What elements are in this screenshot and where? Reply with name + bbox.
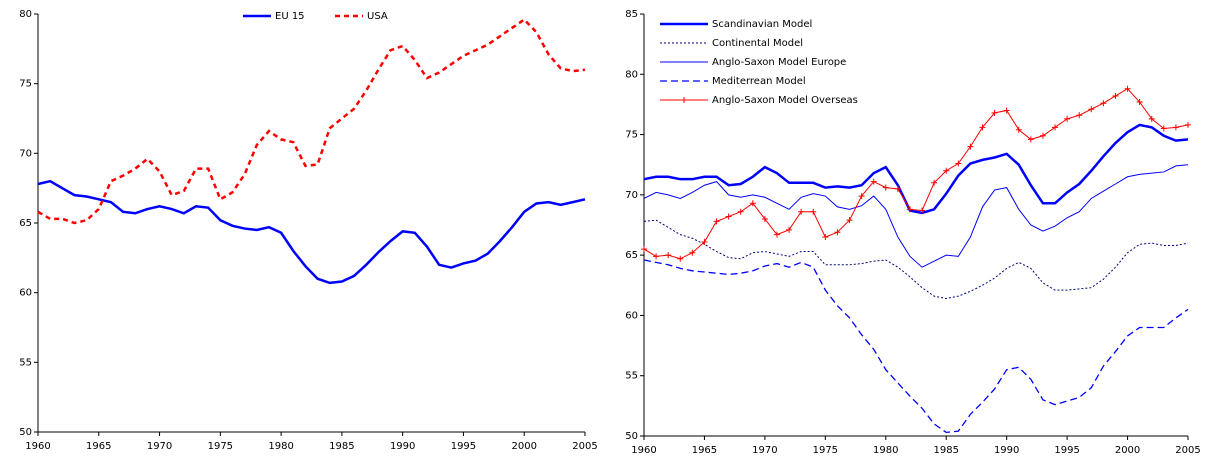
legend-label: USA (367, 11, 388, 22)
x-tick-label: 2000 (511, 441, 536, 452)
y-tick-label: 50 (19, 427, 32, 438)
y-tick-label: 80 (19, 9, 32, 20)
series-line (643, 88, 1189, 260)
point-marker (955, 160, 962, 167)
point-marker (991, 109, 998, 116)
x-tick-label: 2000 (1115, 445, 1140, 456)
x-tick-label: 1970 (752, 445, 777, 456)
point-marker (1136, 99, 1143, 106)
legend-marker (681, 97, 687, 103)
legend-label: Anglo-Saxon Model Europe (712, 57, 846, 68)
y-tick-label: 50 (625, 431, 638, 442)
point-marker (1160, 125, 1167, 132)
series-line (643, 164, 1189, 268)
point-marker (882, 184, 889, 191)
y-tick-label: 55 (19, 357, 32, 368)
point-marker (1172, 124, 1179, 131)
y-tick-label: 60 (625, 310, 638, 321)
legend-label: Continental Model (712, 38, 803, 49)
y-tick-label: 65 (625, 250, 638, 261)
point-marker (798, 208, 805, 215)
y-tick-label: 70 (625, 190, 638, 201)
point-marker (737, 208, 744, 215)
point-marker (870, 178, 877, 185)
y-tick-label: 75 (19, 79, 32, 90)
x-tick-label: 1975 (208, 441, 233, 452)
legend-label: Mediterrean Model (712, 76, 806, 87)
y-tick-label: 70 (19, 148, 32, 159)
y-tick-label: 80 (625, 69, 638, 80)
point-marker (822, 234, 829, 241)
series-line (37, 179, 586, 285)
point-marker (810, 208, 817, 215)
point-marker (701, 238, 708, 245)
point-marker (665, 252, 672, 259)
series-line (643, 219, 1189, 300)
point-marker (1100, 100, 1107, 107)
series-line (37, 17, 586, 225)
point-marker (1185, 121, 1191, 128)
point-marker (1039, 132, 1046, 139)
x-tick-label: 1960 (25, 441, 50, 452)
point-marker (979, 124, 986, 131)
x-tick-label: 1970 (147, 441, 172, 452)
point-marker (1112, 92, 1119, 99)
point-marker (1015, 126, 1022, 133)
series-line (643, 123, 1189, 215)
x-tick-label: 1980 (268, 441, 293, 452)
point-marker (1064, 115, 1071, 122)
x-tick-label: 1965 (692, 445, 717, 456)
y-tick-label: 60 (19, 288, 32, 299)
point-marker (713, 218, 720, 225)
point-marker (689, 249, 696, 256)
x-tick-label: 1960 (631, 445, 656, 456)
legend-label: EU 15 (275, 11, 305, 22)
legend-label: Scandinavian Model (712, 19, 812, 30)
x-tick-label: 1985 (933, 445, 958, 456)
x-tick-label: 1975 (813, 445, 838, 456)
point-marker (1027, 136, 1034, 143)
point-marker (677, 255, 684, 262)
point-marker (786, 226, 793, 233)
point-marker (906, 206, 913, 213)
point-marker (773, 231, 780, 238)
point-marker (943, 167, 950, 174)
point-marker (1052, 124, 1059, 131)
point-marker (834, 229, 841, 236)
x-tick-label: 1990 (994, 445, 1019, 456)
point-marker (931, 179, 938, 186)
x-tick-label: 1995 (451, 441, 476, 452)
series-line (643, 259, 1189, 434)
point-marker (919, 207, 926, 214)
point-marker (1076, 112, 1083, 119)
point-marker (1003, 107, 1010, 114)
point-marker (967, 143, 974, 150)
y-tick-label: 75 (625, 130, 638, 141)
legend-label: Anglo-Saxon Model Overseas (712, 95, 858, 106)
point-marker (1124, 85, 1131, 92)
point-marker (725, 213, 732, 220)
point-marker (761, 215, 768, 222)
point-marker (894, 185, 901, 192)
point-marker (653, 253, 660, 260)
point-marker (1088, 106, 1095, 113)
x-tick-label: 2005 (1175, 445, 1200, 456)
x-tick-label: 1980 (873, 445, 898, 456)
y-tick-label: 65 (19, 218, 32, 229)
point-marker (858, 193, 865, 200)
x-tick-label: 1995 (1054, 445, 1079, 456)
y-tick-label: 85 (625, 9, 638, 20)
point-marker (846, 217, 853, 224)
point-marker (641, 246, 647, 253)
y-tick-label: 55 (625, 371, 638, 382)
x-tick-label: 2005 (572, 441, 597, 452)
point-marker (749, 200, 756, 207)
x-tick-label: 1965 (86, 441, 111, 452)
x-tick-label: 1985 (329, 441, 354, 452)
x-tick-label: 1990 (390, 441, 415, 452)
point-marker (1148, 115, 1155, 122)
